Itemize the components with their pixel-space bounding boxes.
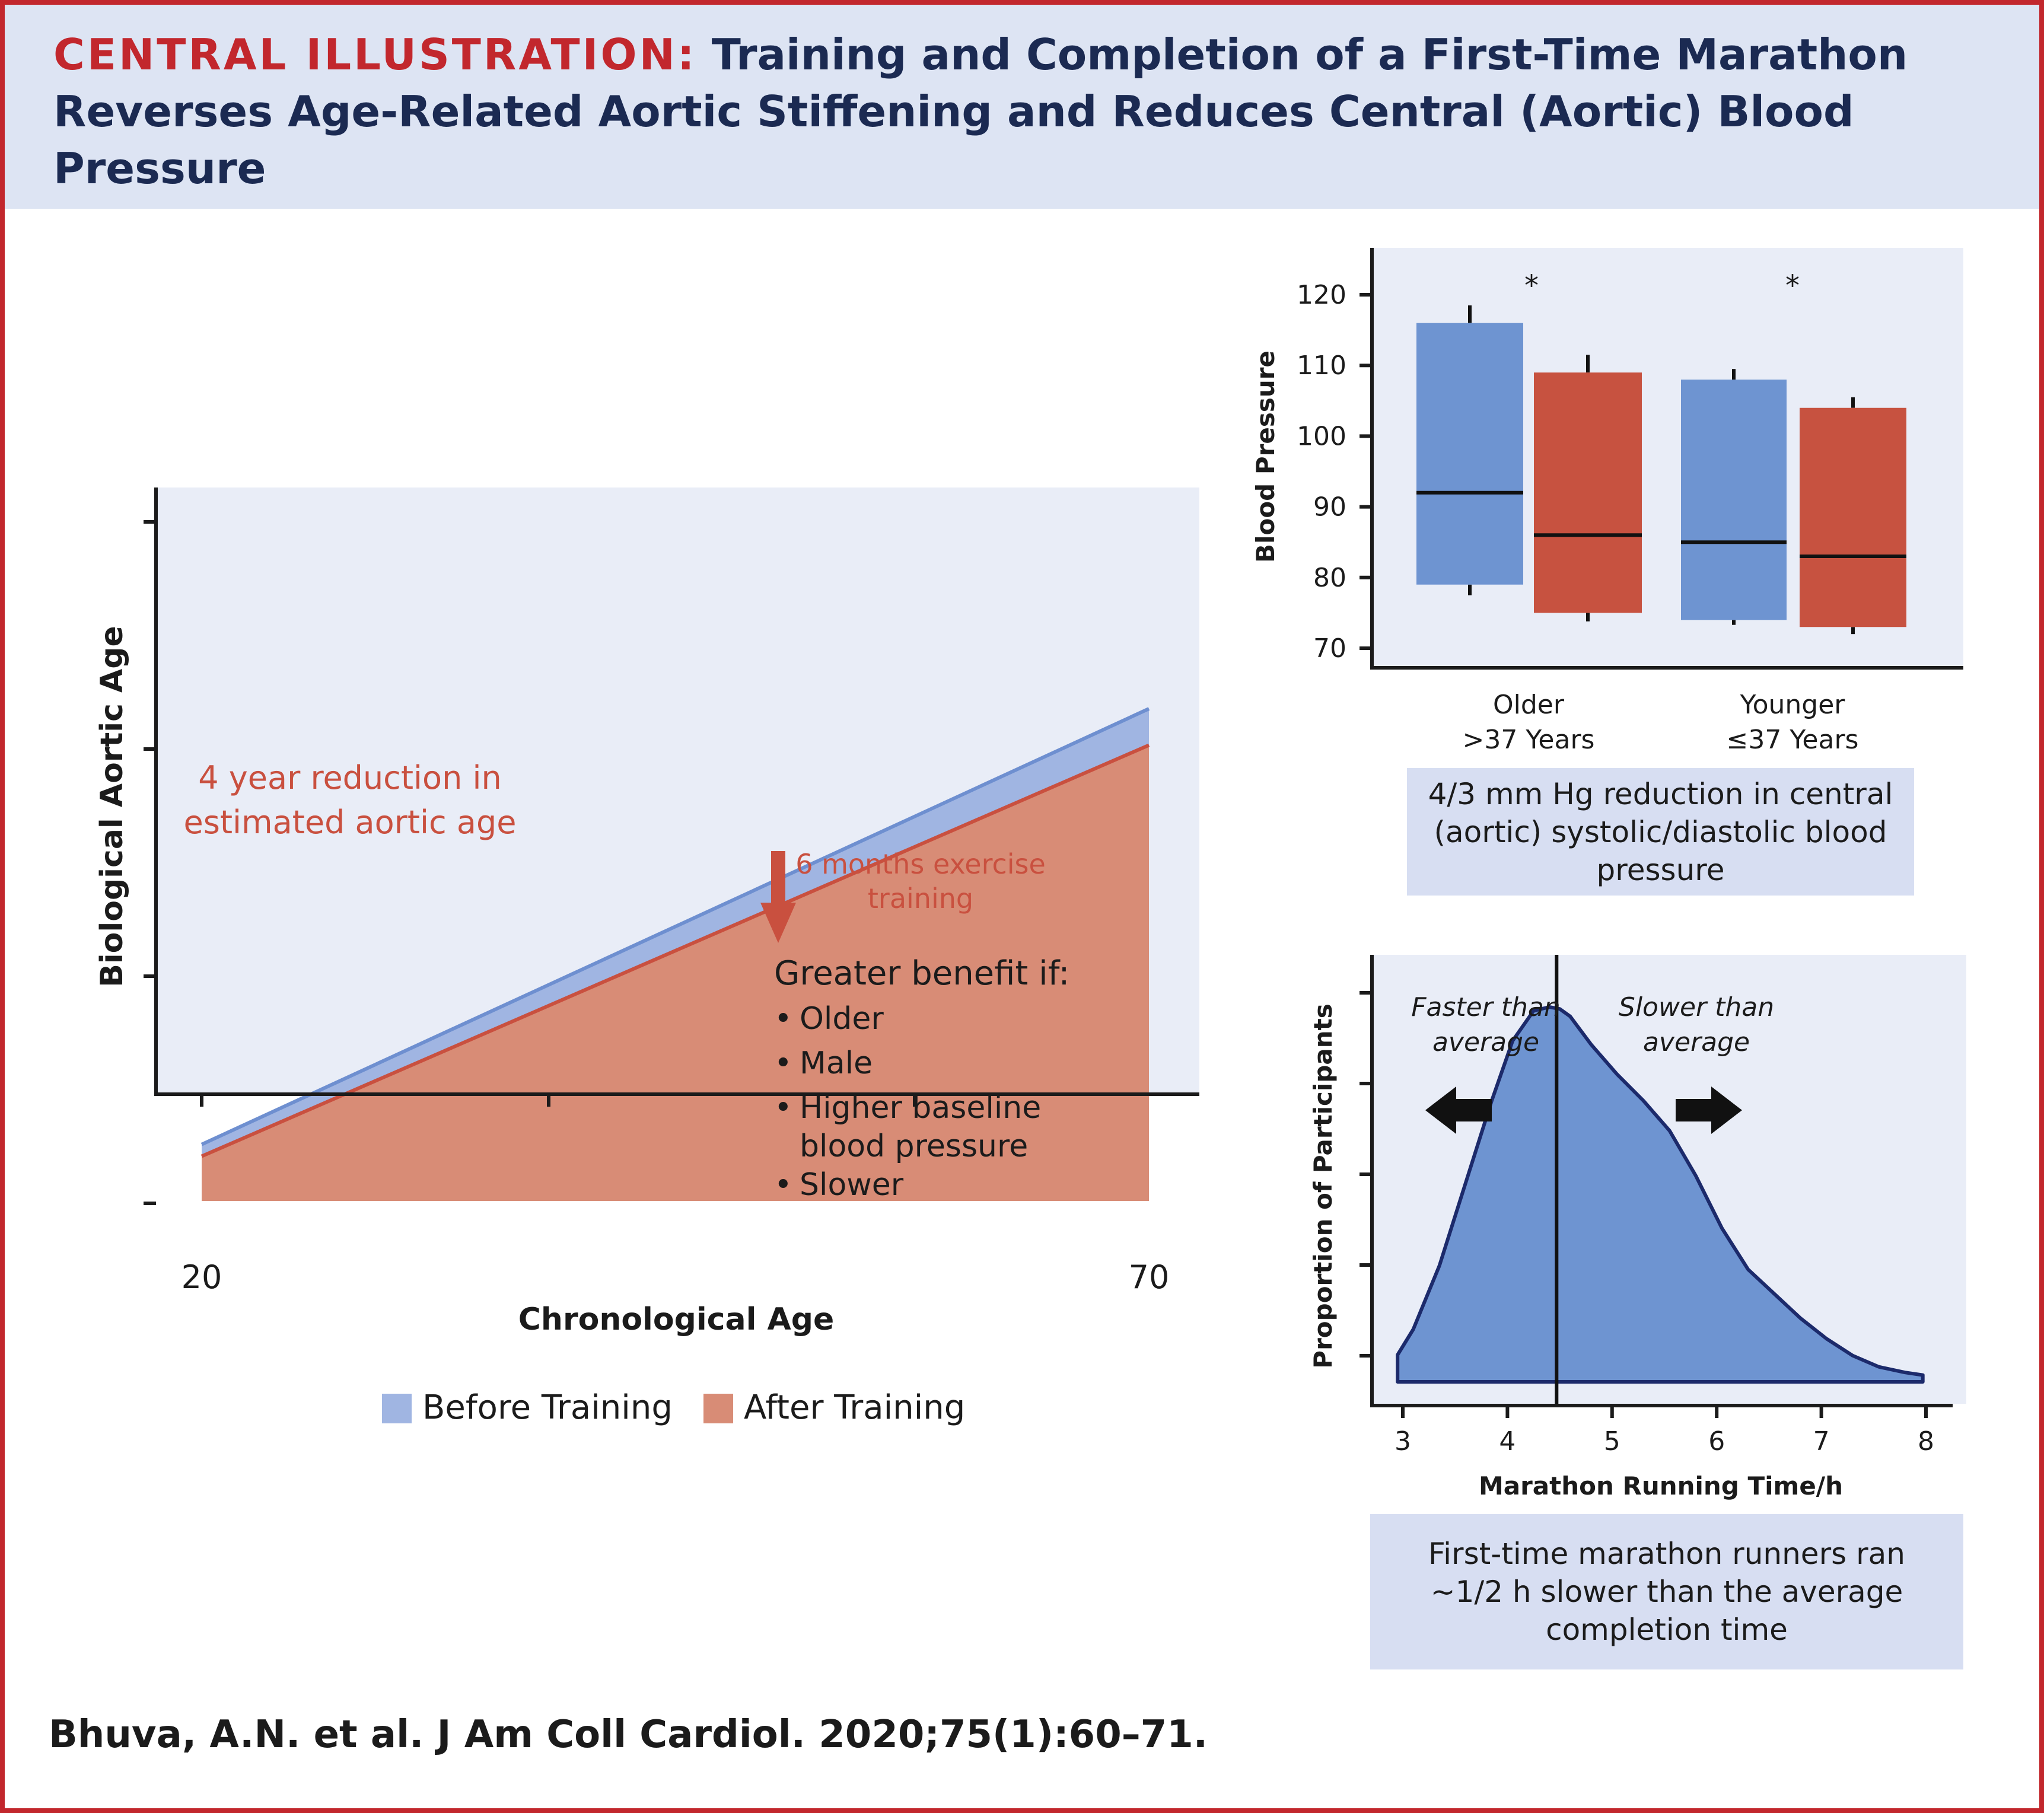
y-tick-label: 120 [1297, 280, 1346, 310]
x-axis-label: Marathon Running Time/h [1479, 1471, 1843, 1500]
reduction-annotation-line-2: estimated aortic age [183, 804, 516, 841]
y-tick-label: 70 [1313, 633, 1346, 664]
x-tick-label: 3 [1394, 1426, 1411, 1457]
y-tick-label: 110 [1297, 351, 1346, 381]
figure-title: CENTRAL ILLUSTRATION: Training and Compl… [53, 26, 2011, 197]
density-area [1396, 1005, 1925, 1384]
legend-label-after: After Training [744, 1388, 965, 1427]
box-groups: * * [1416, 269, 1906, 635]
group-label-older-line-1: Older [1493, 690, 1565, 720]
x-tick-label-min: 20 [182, 1258, 222, 1296]
x-axis-label: Chronological Age [518, 1302, 834, 1337]
slower-arrow-icon [1676, 1086, 1742, 1134]
significance-star: * [1524, 269, 1539, 302]
y-tick-label: 100 [1297, 421, 1346, 451]
group-label-younger-line-1: Younger [1740, 690, 1846, 720]
x-tick-label: 8 [1918, 1426, 1934, 1457]
exercise-arrow-head [760, 903, 796, 943]
legend-swatch-before [382, 1394, 412, 1423]
before-training-line [200, 707, 1150, 1146]
benefit-heading: Greater benefit if: [774, 954, 1069, 993]
x-tick-label-max: 70 [1129, 1258, 1170, 1296]
significance-star: * [1785, 269, 1800, 302]
x-tick-label: 6 [1708, 1426, 1725, 1457]
slower-annotation-line-1: Slower than [1619, 992, 1774, 1022]
benefit-bullet: • [774, 1046, 792, 1081]
faster-annotation-line-2: average [1432, 1027, 1539, 1057]
aortic-age-chart: 20 70 Chronological Age Biological Aorti… [94, 487, 1199, 1427]
y-tick-label: 80 [1313, 563, 1346, 593]
y-ticks: 70 80 90 100 110 120 [1297, 280, 1372, 664]
group-label-older-line-2: >37 Years [1463, 725, 1595, 755]
benefit-item-blood-pressure: blood pressure [800, 1129, 1028, 1164]
header-band: CENTRAL ILLUSTRATION: Training and Compl… [5, 5, 2039, 209]
slower-annotation-line-2: average [1643, 1027, 1750, 1057]
citation: Bhuva, A.N. et al. J Am Coll Cardiol. 20… [49, 1713, 1208, 1757]
legend-label-before: Before Training [422, 1388, 673, 1427]
exercise-annotation-line-1: 6 months exercise [795, 848, 1046, 880]
faster-arrow-icon [1425, 1086, 1492, 1134]
y-axis-label: Blood Pressure [1251, 351, 1280, 563]
after-training-area [202, 745, 1149, 1201]
benefit-item-older: Older [800, 1001, 884, 1037]
x-tick-label: 4 [1499, 1426, 1516, 1457]
benefit-item-slower: Slower [800, 1167, 904, 1203]
y-tick-label: 90 [1313, 492, 1346, 522]
title-prefix: CENTRAL ILLUSTRATION: [53, 30, 697, 79]
benefit-bullet: • [774, 1090, 792, 1126]
marathon-caption: First-time marathon runners ran ~1/2 h s… [1428, 1537, 1905, 1647]
bp-caption: 4/3 mm Hg reduction in central (aortic) … [1428, 776, 1893, 887]
marathon-time-distribution: 3 4 5 6 7 8 Proportion of Participants Marath… [1308, 955, 1966, 1500]
exercise-annotation-line-2: training [868, 882, 973, 915]
legend-swatch-after [703, 1394, 733, 1423]
reduction-annotation-line-1: 4 year reduction in [198, 759, 501, 796]
y-axis-label: Proportion of Participants [1308, 1003, 1338, 1368]
benefit-item-male: Male [800, 1046, 873, 1081]
faster-annotation-line-1: Faster than [1411, 992, 1561, 1022]
after-training-line [200, 743, 1150, 1158]
bp-caption-box: 4/3 mm Hg reduction in central (aortic) … [1407, 768, 1914, 896]
box-after-training [1534, 372, 1642, 613]
box-before-training [1416, 323, 1523, 585]
box-before-training [1681, 380, 1787, 620]
marathon-caption-box: First-time marathon runners ran ~1/2 h s… [1370, 1514, 1963, 1669]
y-axis-label: Biological Aortic Age [94, 626, 130, 987]
benefit-item-higher-baseline: Higher baseline [800, 1090, 1041, 1126]
title-text: Training and Completion of a First-Time … [53, 30, 1908, 193]
group-label-younger-line-2: ≤37 Years [1727, 725, 1859, 755]
x-tick-label: 5 [1604, 1426, 1620, 1457]
x-tick-label: 7 [1813, 1426, 1830, 1457]
benefit-bullet: • [774, 1167, 792, 1203]
box-after-training [1800, 407, 1906, 627]
exercise-arrow-shaft [771, 851, 785, 906]
benefit-bullet: • [774, 1001, 792, 1037]
x-ticks: 3 4 5 6 7 8 [1394, 1406, 1934, 1457]
